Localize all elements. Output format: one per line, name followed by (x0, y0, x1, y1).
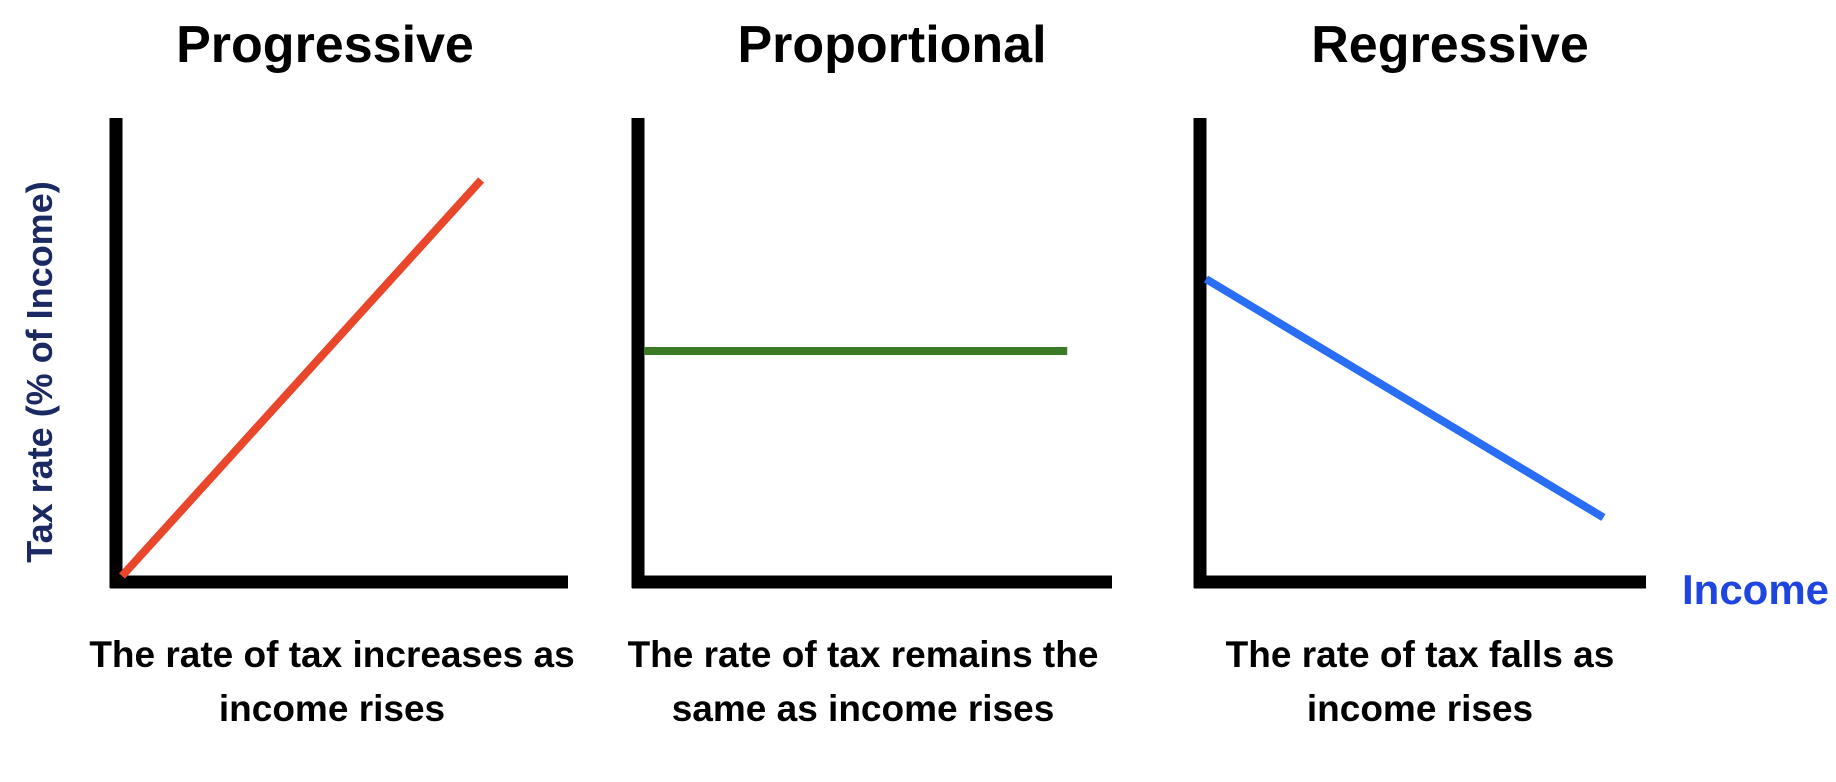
caption-regressive-line1: The rate of tax falls as (1225, 634, 1615, 675)
caption-progressive-line1: The rate of tax increases as (89, 634, 575, 675)
y-axis-label: Tax rate (% of Income) (19, 181, 60, 563)
x-axis-label: Income (1682, 566, 1830, 613)
progressive-trend-line (119, 177, 485, 579)
title-regressive: Regressive (1311, 16, 1589, 74)
caption-proportional-line1: The rate of tax remains the (627, 634, 1099, 675)
caption-progressive-line2: income rises (218, 688, 446, 729)
caption-regressive: The rate of tax falls as income rises (1160, 628, 1680, 736)
caption-progressive: The rate of tax increases as income rise… (72, 628, 592, 736)
regressive-trend-line (1203, 275, 1606, 521)
title-progressive: Progressive (176, 16, 474, 74)
caption-proportional-line2: same as income rises (671, 688, 1055, 729)
caption-regressive-line2: income rises (1306, 688, 1534, 729)
caption-proportional: The rate of tax remains the same as inco… (603, 628, 1123, 736)
title-proportional: Proportional (737, 16, 1047, 74)
